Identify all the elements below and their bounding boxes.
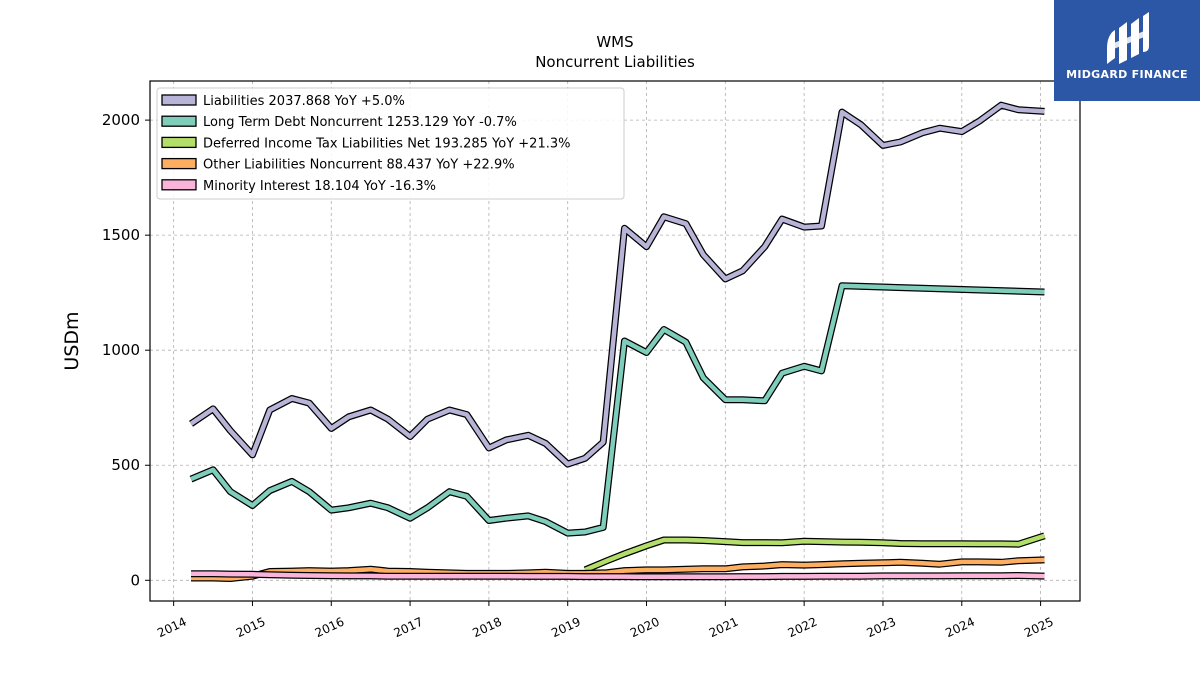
grid	[150, 81, 1080, 601]
legend-swatch	[161, 115, 197, 127]
x-tick-label: 2022	[786, 615, 820, 641]
brand-name: MIDGARD FINANCE	[1066, 68, 1188, 81]
y-tick-label: 2000	[102, 111, 140, 129]
x-tick-label: 2016	[313, 615, 347, 641]
legend-swatch	[161, 157, 197, 170]
series-line	[190, 283, 1045, 536]
brand-logo: MIDGARD FINANCE	[1054, 0, 1200, 101]
x-tick-label: 2023	[864, 615, 898, 641]
series-layer	[189, 101, 1046, 582]
series-line	[191, 571, 1045, 580]
legend: Liabilities 2037.868 YoY +5.0% Long Term …	[156, 87, 625, 200]
x-tick-label: 2021	[707, 615, 741, 641]
plot-frame	[149, 80, 1081, 602]
y-tick-label: 500	[111, 456, 140, 474]
chart-subtitle: Noncurrent Liabilities	[535, 53, 695, 71]
x-tick-label: 2025	[1022, 615, 1056, 641]
x-tick-label: 2019	[549, 615, 583, 641]
series-line	[191, 557, 1045, 581]
series-line	[189, 102, 1045, 467]
y-axis-label: USDm	[61, 311, 83, 370]
y-tick-label: 0	[130, 571, 140, 589]
legend-swatch	[161, 94, 197, 106]
legend-label: Liabilities 2037.868 YoY +5.0%	[203, 94, 405, 109]
legend-label: Minority Interest 18.104 YoY -16.3%	[203, 179, 436, 194]
legend-label: Other Liabilities Noncurrent 88.437 YoY …	[203, 158, 515, 173]
x-tick-label: 2020	[628, 615, 662, 641]
chart-title: WMS	[596, 33, 633, 51]
legend-label: Long Term Debt Noncurrent 1253.129 YoY -…	[203, 115, 517, 130]
series-line	[584, 533, 1046, 572]
x-tick-label: 2015	[234, 615, 268, 641]
y-tick-label: 1500	[102, 226, 140, 244]
x-tick-label: 2014	[155, 615, 189, 641]
logo-mark-icon	[1107, 12, 1149, 64]
legend-label: Deferred Income Tax Liabilities Net 193.…	[203, 136, 571, 151]
x-tick-label: 2024	[943, 615, 977, 641]
legend-swatch	[161, 179, 197, 191]
legend-swatch	[161, 136, 197, 149]
x-tick-label: 2017	[392, 615, 426, 641]
x-tick-label: 2018	[470, 615, 504, 641]
y-tick-label: 1000	[102, 341, 140, 359]
legend-box	[156, 87, 625, 200]
